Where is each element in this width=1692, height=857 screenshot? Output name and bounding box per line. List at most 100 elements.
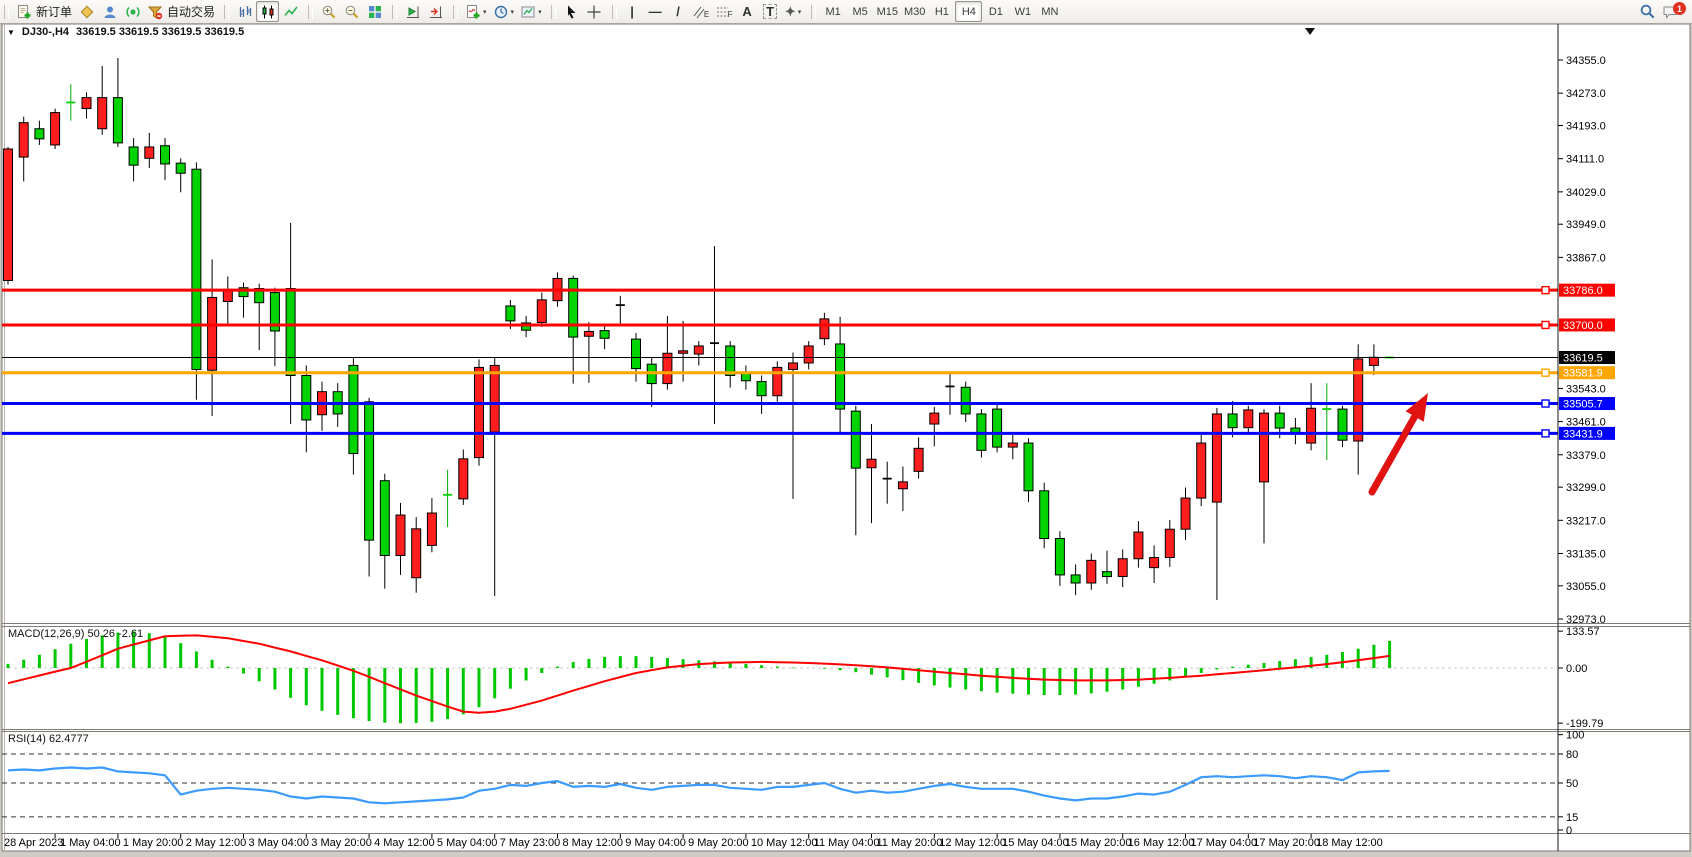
timeframe-H1-button[interactable]: H1 [928,1,955,22]
price-axis[interactable]: 34355.0 34273.0 34193.0 34111.0 34029.0 33949… [1558,55,1606,626]
toolbar-grip[interactable] [392,4,398,19]
toolbar-group-trade: 新订单 自动交易 [0,0,220,23]
dropdown-icon[interactable]: ▾ [538,8,542,16]
profile-button[interactable] [98,1,121,22]
auto-scroll-icon [405,4,421,20]
fibonacci-button[interactable]: F [713,1,736,22]
notification-badge[interactable]: 1 [1673,2,1686,15]
timeframe-M15-button[interactable]: M15 [874,1,901,22]
text-label-icon: T [763,4,778,19]
toolbar-grip[interactable] [453,4,459,19]
text-button[interactable]: A [736,1,759,22]
gold-diamond-icon [79,4,95,20]
arrows-button[interactable]: ✦ ▾ [782,1,805,22]
toolbar-grip[interactable] [611,4,617,19]
chart-shift-button[interactable] [424,1,447,22]
toolbar-grip[interactable] [550,4,556,19]
svg-text:34029.0: 34029.0 [1566,187,1606,199]
toolbar-group-chart-type [220,0,304,23]
svg-text:34111.0: 34111.0 [1566,154,1604,166]
trendline-button[interactable]: / [667,1,690,22]
svg-text:33505.7: 33505.7 [1563,399,1603,411]
new-order-icon [16,4,32,20]
cursor-button[interactable] [560,1,583,22]
dropdown-icon[interactable]: ▾ [510,8,515,16]
svg-text:8 May 12:00: 8 May 12:00 [563,837,624,849]
chart-title: ▼ DJ30-,H4 33619.5 33619.5 33619.5 33619… [7,26,244,38]
indicators-button[interactable]: ▾ [462,1,490,22]
bar-chart-icon [237,4,253,20]
svg-text:34355.0: 34355.0 [1566,55,1606,67]
editor-button[interactable] [75,1,98,22]
vertical-line-icon: | [630,4,634,19]
svg-text:1 May 04:00: 1 May 04:00 [60,837,121,849]
rsi-indicator-label: RSI(14) 62.4777 [8,733,89,745]
svg-text:16 May 12:00: 16 May 12:00 [1128,837,1195,849]
fibo-f-glyph: F [727,10,733,19]
vertical-line-button[interactable]: | [621,1,644,22]
toolbar-group-scroll [388,0,449,23]
svg-text:33135.0: 33135.0 [1566,548,1606,560]
svg-text:50: 50 [1566,778,1578,790]
svg-text:2 May 12:00: 2 May 12:00 [186,837,247,849]
chart-shift-icon [428,4,444,20]
signal-button[interactable] [121,1,144,22]
svg-text:133.57: 133.57 [1566,626,1600,638]
svg-text:80: 80 [1566,749,1578,761]
zoom-out-button[interactable] [340,1,363,22]
autotrading-button[interactable]: 自动交易 [144,1,218,22]
timeframe-MN-button[interactable]: MN [1036,1,1063,22]
svg-text:3 May 20:00: 3 May 20:00 [311,837,372,849]
dropdown-icon[interactable]: ▾ [483,8,487,16]
timeframe-M5-button[interactable]: M5 [847,1,874,22]
svg-text:33299.0: 33299.0 [1566,482,1606,494]
svg-text:33217.0: 33217.0 [1566,515,1606,527]
channel-button[interactable]: E [690,1,713,22]
svg-text:0: 0 [1566,825,1572,837]
toolbar-grip[interactable] [4,4,9,19]
clock-icon [493,4,509,20]
zoom-in-icon [321,4,337,20]
toolbar-grip[interactable] [308,4,314,19]
tile-windows-icon [367,4,383,20]
horizontal-line-button[interactable]: — [644,1,667,22]
toolbar-group-objects: | — / E F A T ✦ ▾ [608,0,807,23]
timeframe-M1-button[interactable]: M1 [820,1,847,22]
zoom-out-icon [344,4,360,20]
svg-text:33461.0: 33461.0 [1566,417,1606,429]
svg-text:33867.0: 33867.0 [1566,252,1606,264]
tile-windows-button[interactable] [363,1,386,22]
up-arrow-annotation[interactable] [1368,393,1428,496]
timeframe-M30-button[interactable]: M30 [901,1,928,22]
indicators-icon [465,4,481,20]
timeframe-D1-button[interactable]: D1 [982,1,1009,22]
svg-text:33055.0: 33055.0 [1566,581,1606,593]
template-icon [520,4,536,20]
bar-chart-button[interactable] [233,1,256,22]
line-chart-button[interactable] [279,1,302,22]
toolbar-grip[interactable] [810,4,816,19]
toolbar-grip[interactable] [224,4,230,19]
rsi-pane: 100 80 50 150 [2,730,1584,837]
text-label-button[interactable]: T [759,1,782,22]
symbol-dropdown-icon[interactable]: ▼ [7,27,15,37]
auto-scroll-button[interactable] [401,1,424,22]
dropdown-icon[interactable]: ▾ [797,8,802,16]
candlestick-chart-button[interactable] [256,1,280,22]
timeframe-H4-button[interactable]: H4 [955,1,983,22]
notifications-button[interactable]: 1 [1659,1,1686,22]
timeframe-W1-button[interactable]: W1 [1009,1,1036,22]
periods-button[interactable]: ▾ [490,1,518,22]
search-button[interactable] [1636,1,1659,22]
channel-e-glyph: E [703,10,710,19]
svg-text:10 May 12:00: 10 May 12:00 [751,837,818,849]
zoom-in-button[interactable] [317,1,340,22]
crosshair-button[interactable] [583,1,606,22]
templates-button[interactable]: ▾ [517,1,545,22]
autotrading-icon [147,4,163,20]
new-order-button[interactable]: 新订单 [13,1,75,22]
svg-text:-199.79: -199.79 [1566,718,1603,730]
toolbar-group-indicators: ▾ ▾ ▾ [449,0,547,23]
